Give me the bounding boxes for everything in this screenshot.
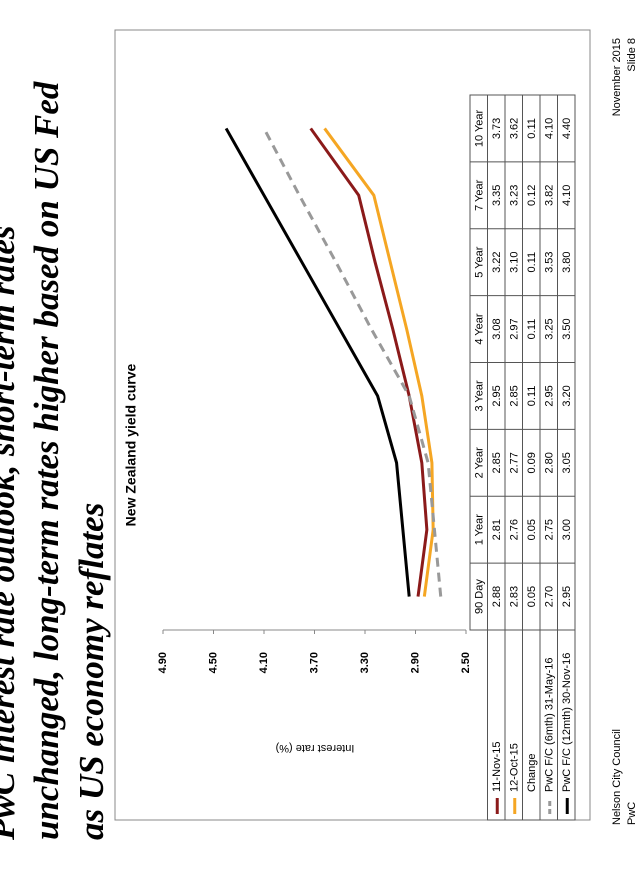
- table-cell: 2.97: [509, 318, 521, 339]
- y-tick-label: 2.90: [409, 652, 421, 673]
- table-cell: 3.73: [491, 118, 503, 139]
- table-cell: 3.23: [509, 185, 521, 206]
- table-cell: 0.05: [526, 519, 538, 540]
- chart-frame: [114, 29, 591, 821]
- table-cell: 3.25: [544, 318, 556, 339]
- table-cell: 0.11: [526, 319, 538, 340]
- table-cell: 3.62: [509, 118, 521, 139]
- footer-slide: Slide 8: [626, 38, 638, 72]
- table-header: 7 Year: [474, 179, 486, 211]
- series-line: [323, 127, 435, 597]
- table-cell: 0.12: [526, 185, 538, 206]
- table-header: 3 Year: [474, 380, 486, 412]
- table-cell: 3.35: [491, 185, 503, 206]
- table-cell: 2.83: [509, 586, 521, 607]
- footer-date: November 2015: [611, 38, 623, 116]
- table-cell: 3.05: [561, 452, 573, 473]
- table-cell: 0.11: [526, 118, 538, 139]
- table-cell: 2.70: [544, 586, 556, 607]
- table-cell: 2.76: [509, 519, 521, 540]
- table-header: 4 Year: [474, 313, 486, 345]
- table-cell: 3.20: [561, 385, 573, 406]
- legend-label: PwC F/C (12mth) 30-Nov-16: [561, 653, 573, 792]
- table-header: 90 Day: [474, 579, 486, 614]
- footer-organisation: Nelson City Council: [611, 729, 623, 825]
- title-line: unchanged, long-term rates higher based …: [27, 81, 66, 840]
- table-cell: 3.10: [509, 251, 521, 272]
- table-header: 1 Year: [474, 514, 486, 546]
- series-line: [224, 127, 411, 597]
- table-header: 2 Year: [474, 447, 486, 479]
- table-cell: 3.22: [491, 251, 503, 272]
- chart-title: New Zealand yield curve: [123, 363, 139, 526]
- table-cell: 3.08: [491, 318, 503, 339]
- table-cell: 4.40: [561, 118, 573, 139]
- table-cell: 0.11: [526, 386, 538, 407]
- table-cell: 0.05: [526, 586, 538, 607]
- series-line: [262, 127, 443, 597]
- table-cell: 3.53: [544, 251, 556, 272]
- table-header: 5 Year: [474, 246, 486, 278]
- table-cell: 2.88: [491, 586, 503, 607]
- table-cell: 2.85: [509, 385, 521, 406]
- table-cell: 4.10: [544, 118, 556, 139]
- table-cell: 2.80: [544, 452, 556, 473]
- table-cell: 2.81: [491, 519, 503, 540]
- y-axis-label: Interest rate (%): [276, 742, 355, 754]
- table-header: 10 Year: [474, 109, 486, 147]
- table-cell: 0.11: [526, 252, 538, 273]
- footer-source: PwC: [626, 802, 638, 825]
- table-cell: 2.85: [491, 452, 503, 473]
- series-line: [309, 127, 429, 597]
- table-cell: 2.95: [544, 385, 556, 406]
- y-tick-label: 4.90: [157, 652, 169, 673]
- y-tick-label: 4.10: [258, 652, 270, 673]
- title-line: PwC interest rate outlook, short-term ra…: [0, 226, 22, 842]
- table-cell: 2.95: [491, 385, 503, 406]
- table-cell: 3.80: [561, 251, 573, 272]
- legend-label: Change: [526, 753, 538, 792]
- table-cell: 2.75: [544, 519, 556, 540]
- table-cell: 3.50: [561, 318, 573, 339]
- legend-label: 12-Oct-15: [509, 743, 521, 792]
- legend-label: 11-Nov-15: [491, 741, 503, 792]
- legend-label: PwC F/C (6mth) 31-May-16: [544, 658, 556, 792]
- table-cell: 2.77: [509, 452, 521, 473]
- table-cell: 2.95: [561, 586, 573, 607]
- y-tick-label: 3.70: [308, 652, 320, 673]
- title-line: as US economy reflates: [72, 503, 111, 840]
- table-cell: 3.00: [561, 519, 573, 540]
- y-tick-label: 2.50: [460, 652, 472, 673]
- table-cell: 4.10: [561, 185, 573, 206]
- y-tick-label: 3.30: [359, 652, 371, 673]
- table-cell: 0.09: [526, 452, 538, 473]
- y-tick-label: 4.50: [207, 652, 219, 673]
- table-cell: 3.82: [544, 185, 556, 206]
